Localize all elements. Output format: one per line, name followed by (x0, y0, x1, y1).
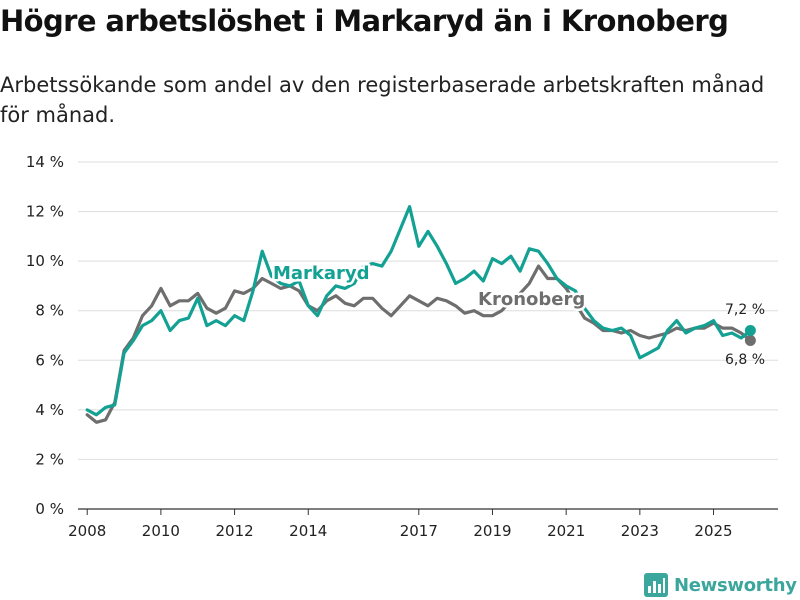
markaryd-end-point (744, 325, 756, 337)
end-markers (744, 325, 756, 346)
x-tick-label-2021: 2021 (547, 522, 585, 540)
y-tick-label-4: 4 % (35, 401, 64, 419)
x-tick-label-2008: 2008 (68, 522, 106, 540)
x-tick-label-2010: 2010 (142, 522, 180, 540)
series-lines (85, 205, 753, 424)
chart-subtitle: Arbetssökande som andel av den registerb… (0, 73, 765, 127)
y-axis: 0 % 2 % 4 % 6 % 8 % 10 % 12 % 14 % (26, 153, 64, 518)
gridlines (78, 161, 778, 510)
markaryd-line (85, 205, 753, 417)
kronoberg-end-label: 6,8 % (725, 352, 765, 368)
kronoberg-end-point (744, 334, 756, 346)
y-tick-label-2: 2 % (35, 450, 64, 468)
markaryd-series-label: Markaryd (273, 263, 370, 284)
y-tick-label-12: 12 % (26, 203, 64, 221)
y-tick-label-8: 8 % (35, 302, 64, 320)
kronoberg-series-label: Kronoberg (478, 289, 585, 310)
line-chart: 0 % 2 % 4 % 6 % 8 % 10 % 12 % 14 % 2008 2010 2012… (26, 153, 778, 540)
x-tick-label-2023: 2023 (621, 522, 659, 540)
x-tick-label-2017: 2017 (400, 522, 438, 540)
brand-name: Newsworthy (674, 574, 797, 596)
newsworthy-logo-icon (644, 573, 668, 597)
x-tick-label-2019: 2019 (473, 522, 511, 540)
x-tick-label-2012: 2012 (215, 522, 253, 540)
newsworthy-logo[interactable]: Newsworthy (644, 570, 797, 600)
markaryd-end-label: 7,2 % (725, 302, 765, 318)
x-tick-label-2014: 2014 (289, 522, 327, 540)
y-tick-label-10: 10 % (26, 252, 64, 270)
y-tick-label-6: 6 % (35, 351, 64, 369)
chart-title: Högre arbetslöshet i Markaryd än i Krono… (0, 4, 729, 38)
y-tick-label-14: 14 % (26, 153, 64, 171)
x-tick-label-2025: 2025 (694, 522, 732, 540)
x-axis: 2008 2010 2012 2014 2017 2019 2021 2023 2025 (68, 509, 733, 540)
kronoberg-line (85, 264, 753, 424)
y-tick-label-0: 0 % (35, 500, 64, 518)
